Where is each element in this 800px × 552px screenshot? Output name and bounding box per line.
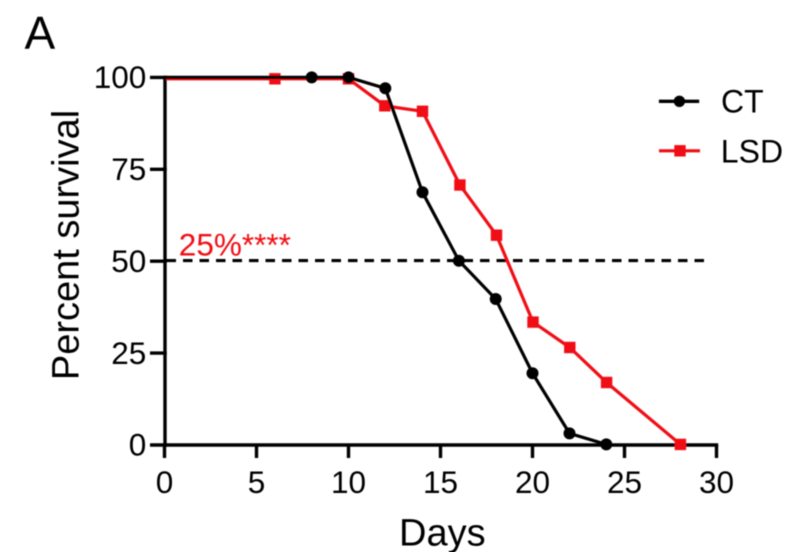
svg-text:A: A — [25, 7, 56, 59]
svg-text:100: 100 — [94, 59, 147, 95]
svg-text:0: 0 — [156, 464, 174, 500]
svg-text:15: 15 — [423, 464, 458, 500]
svg-text:Percent survival: Percent survival — [46, 110, 88, 380]
svg-text:CT: CT — [721, 84, 764, 120]
svg-text:25%****: 25%**** — [179, 227, 291, 263]
svg-text:25: 25 — [111, 335, 146, 371]
svg-text:25: 25 — [607, 464, 642, 500]
svg-text:LSD: LSD — [721, 133, 783, 169]
svg-text:20: 20 — [515, 464, 550, 500]
svg-text:5: 5 — [248, 464, 266, 500]
svg-text:Days: Days — [399, 513, 486, 552]
svg-text:30: 30 — [699, 464, 734, 500]
svg-text:75: 75 — [111, 151, 146, 187]
svg-text:0: 0 — [129, 427, 147, 463]
svg-text:50: 50 — [111, 243, 146, 279]
svg-text:10: 10 — [331, 464, 366, 500]
